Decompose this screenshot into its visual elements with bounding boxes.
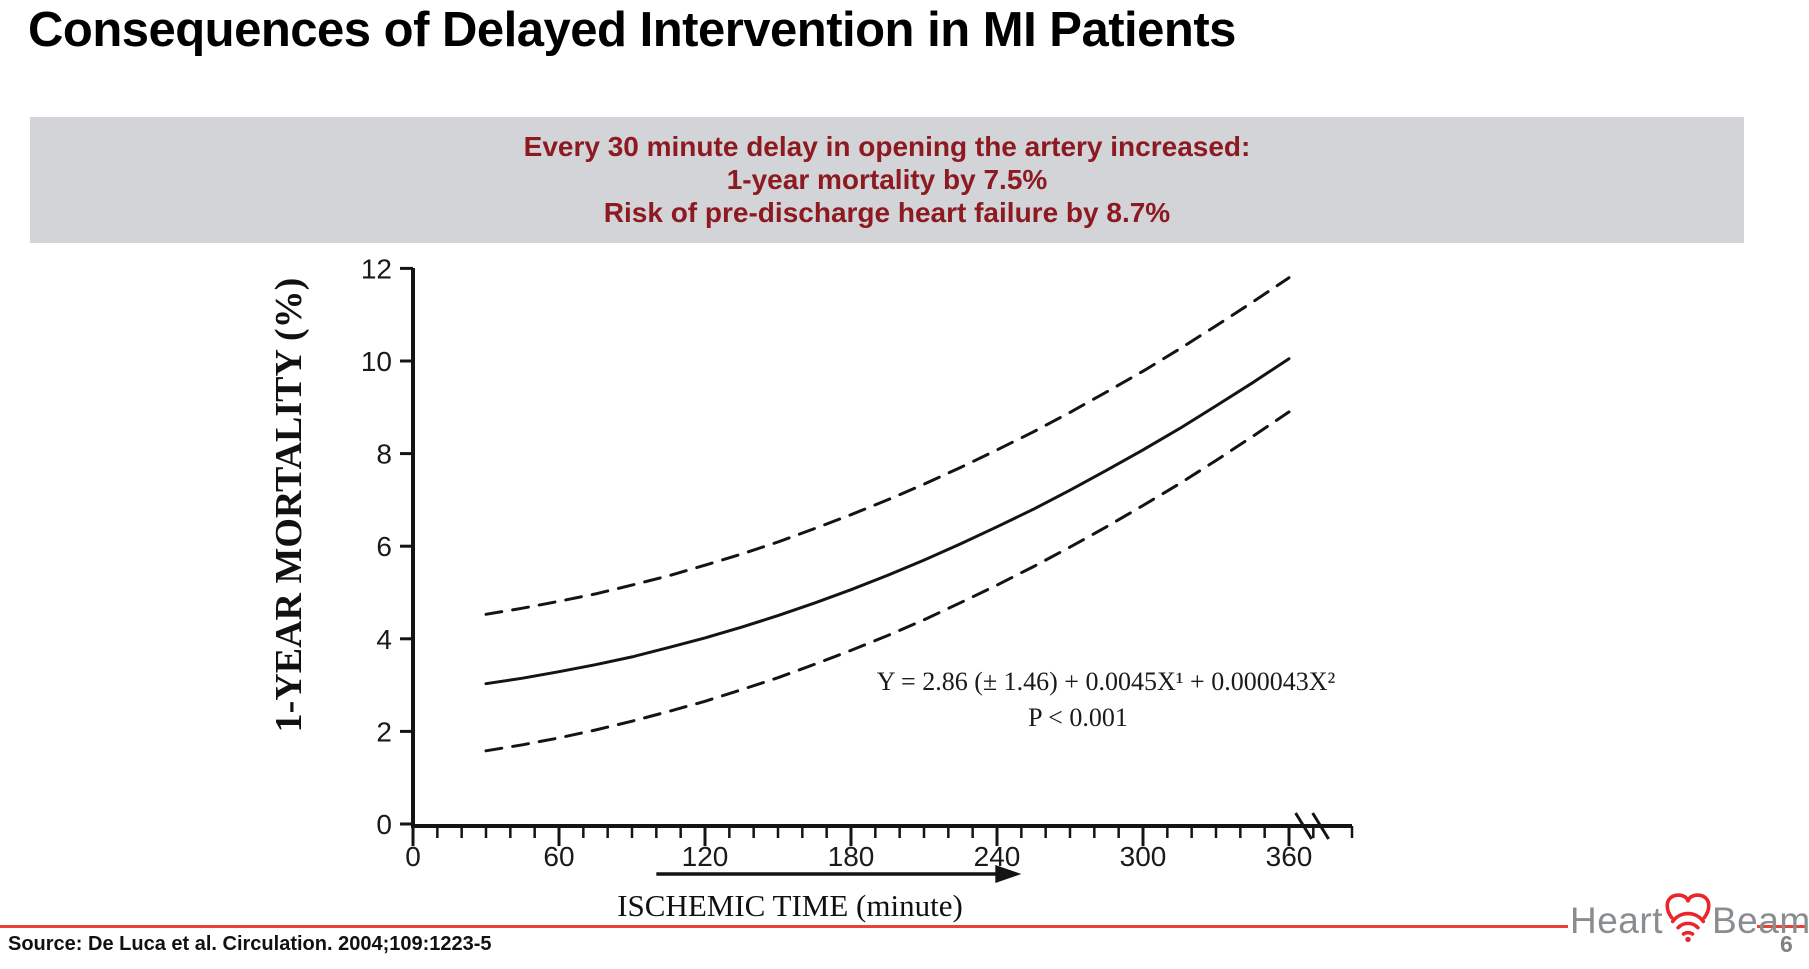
heartbeam-logo: Heart Beam: [1570, 893, 1809, 947]
x-tick-label: 120: [682, 841, 729, 872]
heart-left-bump: [1665, 893, 1690, 920]
axis-break-mark: [1311, 812, 1330, 840]
axis-break-mark: [1294, 812, 1313, 840]
upper-95ci-curve: [484, 276, 1291, 616]
key-message-banner: Every 30 minute delay in opening the art…: [30, 117, 1744, 243]
heart-wifi-icon: [1665, 893, 1711, 943]
y-tick-label: 0: [376, 809, 392, 840]
curves: [484, 276, 1291, 753]
arrow-head: [995, 865, 1022, 883]
wifi-arc-medium: [1676, 921, 1700, 930]
heart-right-bump: [1686, 893, 1711, 920]
x-tick-label: 360: [1266, 841, 1313, 872]
footer-rule-right: [1757, 925, 1805, 928]
x-tick-label: 180: [828, 841, 875, 872]
banner-line-2: 1-year mortality by 7.5%: [726, 164, 1048, 195]
y-tick-label: 4: [376, 624, 392, 655]
y-axis-title: 1-YEAR MORTALITY (%): [268, 278, 310, 733]
logo-text-beam: Beam: [1711, 900, 1809, 941]
source-citation: Source: De Luca et al. Circulation. 2004…: [8, 933, 492, 955]
y-tick-label: 6: [376, 531, 392, 562]
x-axis-title: ISCHEMIC TIME (minute): [617, 888, 963, 923]
banner-line-1: Every 30 minute delay in opening the art…: [523, 131, 1251, 162]
x-tick-label: 60: [543, 841, 574, 872]
time-range-arrow: [656, 865, 1022, 883]
lower-95ci-curve: [484, 410, 1291, 753]
p-value-annotation: P < 0.001: [1028, 703, 1128, 732]
wifi-arc-large: [1670, 911, 1706, 924]
wifi-dot: [1685, 936, 1691, 943]
regression-equation: Y = 2.86 (± 1.46) + 0.0045X¹ + 0.000043X…: [877, 667, 1336, 696]
page-number: 6: [1780, 931, 1793, 957]
y-tick-label: 10: [361, 346, 392, 377]
x-tick-label: 300: [1120, 841, 1167, 872]
banner-line-3: Risk of pre-discharge heart failure by 8…: [603, 197, 1171, 228]
y-tick-label: 12: [361, 253, 392, 284]
footer-rule-left: [0, 925, 1568, 928]
axes: [411, 268, 1352, 828]
slide-title: Consequences of Delayed Intervention in …: [28, 3, 1236, 57]
x-tick-label: 0: [405, 841, 421, 872]
wifi-arc-small: [1681, 930, 1695, 936]
logo-text-heart: Heart: [1570, 900, 1663, 941]
mean-mortality-curve: [484, 357, 1291, 686]
y-tick-label: 8: [376, 439, 392, 470]
y-tick-label: 2: [376, 716, 392, 747]
